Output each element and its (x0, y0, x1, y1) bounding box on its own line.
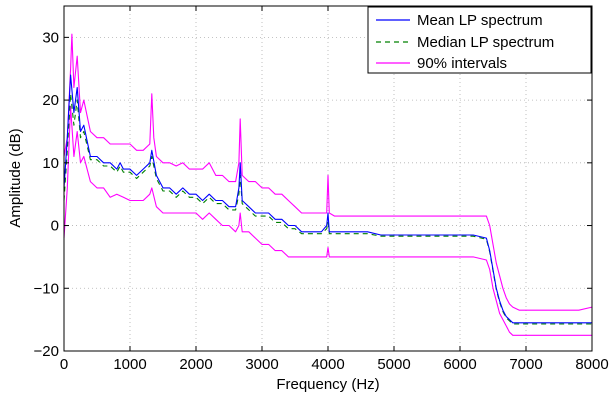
y-tick-label: −10 (34, 280, 59, 297)
series-line-interval-lower (63, 105, 592, 336)
y-tick-label: 30 (42, 29, 59, 46)
x-tick-label: 6000 (443, 356, 476, 373)
y-axis-label: Amplitude (dB) (7, 128, 24, 227)
x-tick-label: 8000 (575, 356, 608, 373)
series-layer (63, 33, 593, 336)
x-tick-label: 2000 (179, 356, 212, 373)
x-tick-label: 0 (60, 356, 68, 373)
series-line-interval-upper (63, 33, 593, 311)
legend-label-median: Median LP spectrum (417, 34, 554, 51)
y-tick-label: 10 (42, 155, 59, 172)
legend-label-intervals: 90% intervals (417, 55, 507, 72)
x-tick-label: 3000 (245, 356, 278, 373)
x-axis-label: Frequency (Hz) (276, 376, 379, 393)
x-tick-label: 4000 (311, 356, 344, 373)
y-tick-label: −20 (34, 343, 59, 360)
legend-label-mean: Mean LP spectrum (417, 12, 543, 29)
x-tick-label: 7000 (509, 356, 542, 373)
series-line-mean (63, 74, 592, 324)
y-tick-label: 0 (51, 218, 59, 235)
ticks: 0 1000 2000 3000 4000 5000 6000 7000 8000 −20 −10 0… (34, 6, 609, 373)
x-tick-label: 1000 (113, 356, 146, 373)
legend-box (367, 6, 592, 74)
legend: Mean LP spectrum Median LP spectrum 90% … (367, 6, 592, 74)
y-tick-label: 20 (42, 92, 59, 109)
x-tick-label: 5000 (377, 356, 410, 373)
